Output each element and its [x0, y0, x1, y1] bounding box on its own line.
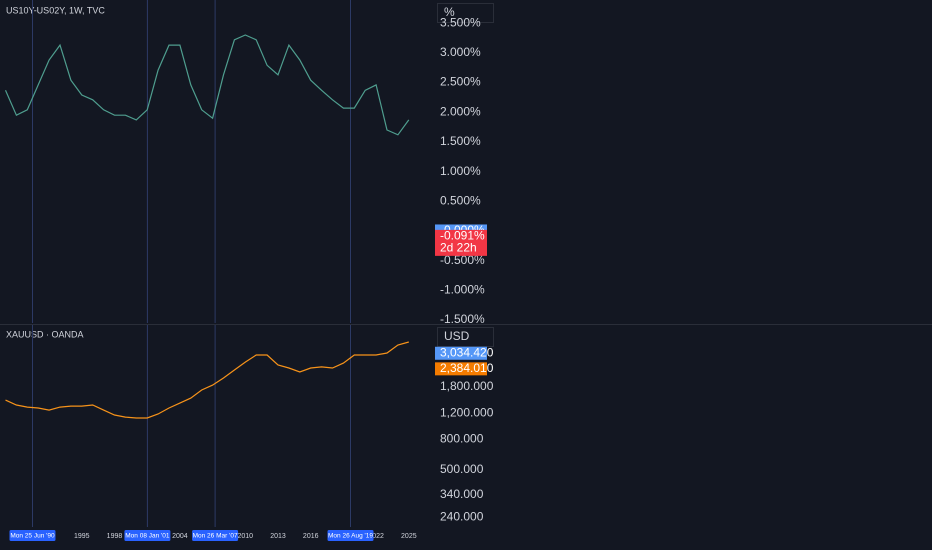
countdown-label: 2d 22h — [440, 241, 477, 255]
y-tick-label: 3.000% — [440, 45, 481, 59]
price-tag-label: 2,384.010 — [440, 361, 494, 375]
unit-label[interactable]: % — [444, 5, 455, 19]
date-tag — [9, 530, 56, 541]
x-tick-label: 2004 — [172, 533, 188, 540]
x-tick-label: 2025 — [401, 533, 417, 540]
date-tag-label: Mon 26 Mar '07 — [193, 533, 238, 540]
price-line — [4, 34, 410, 136]
x-tick-label: 2010 — [238, 533, 254, 540]
y-tick-label: 3.500% — [440, 15, 481, 29]
y-tick-label: 800.000 — [440, 432, 484, 446]
y-tick-label: 0.500% — [440, 193, 481, 207]
y-tick-label: 2.500% — [440, 75, 481, 89]
price-line — [5, 341, 409, 419]
price-tag-label: 3,034.420 — [440, 345, 494, 359]
date-tag — [192, 530, 239, 541]
y-tick-label: 240.000 — [440, 509, 484, 523]
date-tag — [124, 530, 171, 541]
x-tick-label: 1995 — [74, 533, 90, 540]
unit-box[interactable] — [437, 327, 494, 347]
price-tag — [435, 346, 487, 360]
y-tick-label: 1,200.000 — [440, 405, 494, 419]
y-tick-label: 340.000 — [440, 487, 484, 501]
pane-title: US10Y-US02Y, 1W, TVC — [6, 5, 105, 15]
price-tag — [435, 362, 487, 376]
x-tick-label: 1998 — [107, 533, 123, 540]
date-tag-label: Mon 08 Jan '01 — [125, 533, 170, 540]
pane-title: XAUUSD · OANDA — [6, 329, 84, 339]
y-tick-label: 1.000% — [440, 164, 481, 178]
date-tag-label: Mon 26 Aug '19 — [328, 533, 373, 540]
y-tick-label: 1.500% — [440, 134, 481, 148]
unit-box[interactable] — [437, 3, 494, 23]
y-tick-label: 1,800.000 — [440, 379, 494, 393]
y-tick-label: 500.000 — [440, 462, 484, 476]
y-tick-label: -1.000% — [440, 283, 485, 297]
x-tick-label: 2016 — [303, 533, 319, 540]
y-tick-label: 2.000% — [440, 104, 481, 118]
date-tag — [327, 530, 374, 541]
y-tick-label: -0.500% — [440, 253, 485, 267]
price-tag-label: -0.091% — [440, 229, 485, 243]
unit-label[interactable]: USD — [444, 329, 470, 343]
date-tag-label: Mon 25 Jun '90 — [10, 533, 55, 540]
x-tick-label: 2013 — [270, 533, 286, 540]
price-tag — [435, 229, 487, 256]
x-tick-label: 2022 — [368, 533, 384, 540]
y-tick-label: -1.500% — [440, 312, 485, 326]
